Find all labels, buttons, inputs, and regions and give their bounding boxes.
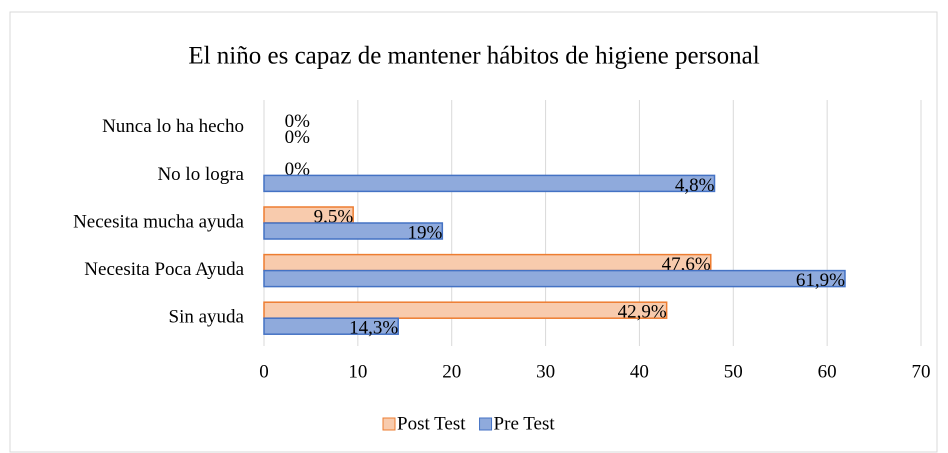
data-label: 9,5%: [314, 206, 354, 227]
data-label: 0%: [285, 127, 311, 148]
legend-swatch: [382, 417, 396, 431]
x-tick-label: 60: [818, 361, 837, 382]
x-tick-label: 40: [630, 361, 649, 382]
data-label: 61,9%: [796, 270, 845, 291]
x-tick-label: 0: [259, 361, 269, 382]
bar: [263, 269, 846, 288]
data-label: 42,9%: [618, 302, 667, 323]
data-label: 14,3%: [349, 318, 398, 339]
bar: [263, 253, 712, 272]
chart-title: El niño es capaz de mantener hábitos de …: [188, 43, 759, 70]
y-tick-label: Necesita Poca Ayuda: [84, 259, 244, 280]
x-tick-label: 20: [442, 361, 461, 382]
bar: [263, 222, 444, 240]
data-label: 0%: [285, 111, 311, 132]
y-tick-label: Necesita mucha ayuda: [73, 211, 244, 232]
legend-swatch: [479, 417, 493, 431]
chart-border: [9, 11, 938, 453]
data-label: 4,8%: [675, 175, 715, 196]
legend-label: Post Test: [397, 413, 466, 434]
x-tick-label: 50: [724, 361, 743, 382]
data-label: 47,6%: [662, 254, 711, 275]
y-tick-label: Sin ayuda: [169, 307, 245, 328]
bar: [263, 317, 399, 335]
legend-label: Pre Test: [494, 413, 556, 434]
bar: [263, 301, 668, 319]
bar: [263, 174, 716, 193]
x-tick-label: 30: [536, 361, 555, 382]
x-tick-label: 10: [348, 361, 367, 382]
y-tick-label: No lo logra: [157, 164, 244, 185]
data-label: 19%: [408, 222, 443, 243]
data-label: 0%: [285, 159, 311, 180]
y-tick-label: Nunca lo ha hecho: [102, 116, 244, 137]
x-tick-label: 70: [912, 361, 931, 382]
